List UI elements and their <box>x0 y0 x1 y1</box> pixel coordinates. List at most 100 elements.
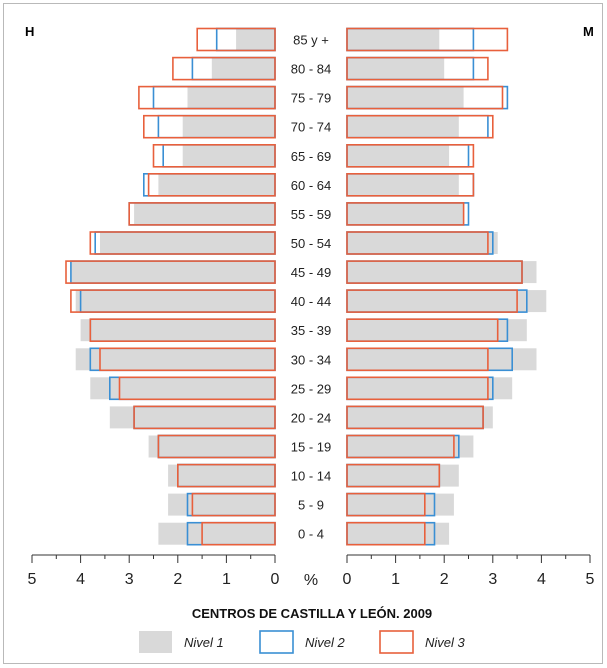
bar-nivel-3-m-65-69 <box>346 144 475 168</box>
age-label-50-54: 50 - 54 <box>291 236 331 251</box>
x-tick-label-left-0: 0 <box>271 571 280 588</box>
age-label-70-74: 70 - 74 <box>291 120 331 135</box>
age-label-0-4: 0 - 4 <box>298 527 324 542</box>
bar-nivel-3-h-0-4 <box>201 521 276 546</box>
bar-nivel-1-h-40-44 <box>75 290 275 313</box>
bar-nivel-1-h-80-84 <box>211 57 275 80</box>
bar-nivel-3-h-70-74 <box>143 114 276 139</box>
female-label: M <box>583 24 594 39</box>
bar-nivel-1-m-20-24 <box>347 406 493 429</box>
bar-nivel-3-h-65-69 <box>152 144 276 168</box>
bar-nivel-3-m-50-54 <box>346 231 489 255</box>
age-label-5-9: 5 - 9 <box>298 498 324 513</box>
bar-nivel-1-h-85-y <box>236 28 275 51</box>
age-label-25-29: 25 - 29 <box>291 381 331 396</box>
bar-nivel-3-m-40-44 <box>346 289 518 313</box>
bar-nivel-3-m-85-y <box>346 27 509 52</box>
x-tick-label-left-2: 2 <box>173 571 182 588</box>
bar-nivel-1-m-15-19 <box>347 435 474 458</box>
percent-unit-label: % <box>304 572 318 589</box>
bar-nivel-3-m-25-29 <box>346 376 489 401</box>
legend: Nivel 1 Nivel 2 Nivel 3 <box>139 630 466 654</box>
x-tick-label-left-1: 1 <box>222 571 231 588</box>
bar-nivel-3-m-70-74 <box>346 114 494 139</box>
legend-swatch-nivel-2 <box>259 630 294 654</box>
x-tick-label-right-1: 1 <box>391 571 400 588</box>
bar-nivel-3-h-40-44 <box>70 289 276 313</box>
bar-nivel-1-h-35-39 <box>80 319 275 342</box>
age-label-40-44: 40 - 44 <box>291 294 331 309</box>
bar-nivel-3-h-55-59 <box>128 202 276 226</box>
chart-title: CENTROS DE CASTILLA Y LEÓN. 2009 <box>192 606 432 621</box>
age-label-80-84: 80 - 84 <box>291 62 331 77</box>
age-label-15-19: 15 - 19 <box>291 440 331 455</box>
legend-swatch-nivel-1 <box>139 631 172 653</box>
age-labels-group: 85 y + 80 - 84 75 - 79 70 - 74 65 - 69 60 - 6… <box>291 33 331 542</box>
bar-nivel-1-m-40-44 <box>347 290 547 313</box>
age-label-10-14: 10 - 14 <box>291 469 331 484</box>
bar-nivel-1-m-60-64 <box>347 173 459 196</box>
legend-label-nivel-3: Nivel 3 <box>425 635 466 650</box>
bar-nivel-3-h-25-29 <box>118 376 276 401</box>
bar-nivel-3-m-30-34 <box>346 347 489 372</box>
bar-nivel-3-m-20-24 <box>346 405 484 430</box>
x-tick-label-left-3: 3 <box>125 571 134 588</box>
x-tick-label-right-2: 2 <box>440 571 449 588</box>
bar-nivel-3-m-75-79 <box>346 85 504 110</box>
legend-swatch-nivel-3 <box>379 630 414 654</box>
axes-group: 5 4 3 2 1 0 0 1 2 3 4 5 <box>28 554 595 588</box>
series-nivel-3 <box>65 27 523 546</box>
bar-nivel-3-h-45-49 <box>65 260 276 284</box>
age-label-65-69: 65 - 69 <box>291 149 331 164</box>
bar-nivel-3-m-15-19 <box>346 434 455 459</box>
bar-nivel-1-h-65-69 <box>182 144 275 167</box>
bar-nivel-3-h-80-84 <box>172 56 276 81</box>
bar-nivel-3-m-35-39 <box>346 318 499 343</box>
bar-nivel-1-m-70-74 <box>347 115 459 138</box>
bar-nivel-1-h-15-19 <box>148 435 275 458</box>
bar-nivel-1-m-0-4 <box>347 522 450 545</box>
bar-nivel-3-h-30-34 <box>99 347 276 372</box>
age-label-30-34: 30 - 34 <box>291 352 331 367</box>
x-tick-label-right-0: 0 <box>343 571 352 588</box>
bar-nivel-1-m-25-29 <box>347 377 513 400</box>
bar-nivel-3-m-55-59 <box>346 202 465 226</box>
age-label-85-y: 85 y + <box>293 33 329 48</box>
legend-item-nivel-3: Nivel 3 <box>379 630 466 654</box>
age-label-35-39: 35 - 39 <box>291 323 331 338</box>
bar-nivel-1-m-55-59 <box>347 202 464 225</box>
age-label-75-79: 75 - 79 <box>291 91 331 106</box>
legend-label-nivel-2: Nivel 2 <box>305 635 346 650</box>
bar-nivel-1-m-45-49 <box>347 261 537 284</box>
bar-nivel-1-m-5-9 <box>347 493 454 516</box>
x-tick-label-right-4: 4 <box>537 571 546 588</box>
bar-nivel-1-h-20-24 <box>109 406 275 429</box>
bar-nivel-3-h-15-19 <box>157 434 276 459</box>
bar-nivel-3-m-5-9 <box>346 492 426 517</box>
bar-nivel-3-h-10-14 <box>177 463 276 488</box>
bar-nivel-1-m-80-84 <box>347 57 445 80</box>
bar-nivel-1-h-70-74 <box>182 115 275 138</box>
bar-nivel-3-h-35-39 <box>89 318 276 343</box>
legend-item-nivel-1: Nivel 1 <box>139 631 224 653</box>
x-tick-label-right-5: 5 <box>586 571 595 588</box>
bar-nivel-1-m-10-14 <box>347 464 459 487</box>
bar-nivel-1-h-0-4 <box>158 522 275 545</box>
bar-nivel-3-h-60-64 <box>147 173 276 197</box>
bar-nivel-1-h-55-59 <box>134 202 275 225</box>
bar-nivel-1-h-50-54 <box>100 232 275 254</box>
age-label-45-49: 45 - 49 <box>291 265 331 280</box>
bar-nivel-1-h-25-29 <box>90 377 275 400</box>
bar-nivel-3-m-45-49 <box>346 260 523 284</box>
age-label-60-64: 60 - 64 <box>291 178 331 193</box>
bar-nivel-3-m-60-64 <box>346 173 475 197</box>
male-label: H <box>25 24 34 39</box>
bar-nivel-1-h-5-9 <box>168 493 275 516</box>
bar-nivel-1-m-35-39 <box>347 319 527 342</box>
bar-nivel-1-h-60-64 <box>158 173 275 196</box>
bar-nivel-1-m-65-69 <box>347 144 450 167</box>
x-tick-label-right-3: 3 <box>488 571 497 588</box>
age-label-20-24: 20 - 24 <box>291 410 331 425</box>
bar-nivel-1-m-50-54 <box>347 232 498 254</box>
